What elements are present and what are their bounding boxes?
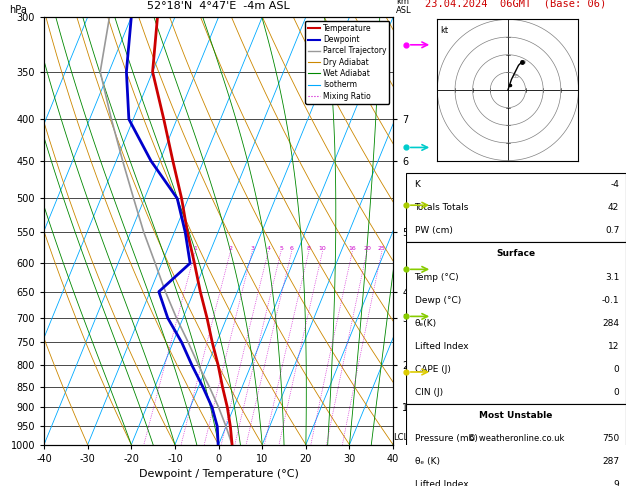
Text: 284: 284 bbox=[602, 319, 619, 328]
Text: 750: 750 bbox=[602, 434, 619, 443]
Legend: Temperature, Dewpoint, Parcel Trajectory, Dry Adiabat, Wet Adiabat, Isotherm, Mi: Temperature, Dewpoint, Parcel Trajectory… bbox=[305, 21, 389, 104]
Text: θₑ (K): θₑ (K) bbox=[415, 457, 440, 466]
Text: 4: 4 bbox=[266, 246, 270, 251]
Bar bbox=[406, 404, 626, 486]
Text: Lifted Index: Lifted Index bbox=[415, 480, 468, 486]
Text: 8: 8 bbox=[307, 246, 311, 251]
Text: 0.7: 0.7 bbox=[605, 226, 619, 235]
Text: kt: kt bbox=[440, 27, 448, 35]
Text: K: K bbox=[415, 180, 420, 189]
Text: 16: 16 bbox=[348, 246, 356, 251]
Text: CIN (J): CIN (J) bbox=[415, 388, 443, 397]
Text: 287: 287 bbox=[602, 457, 619, 466]
Text: 42: 42 bbox=[608, 203, 619, 212]
Text: -0.1: -0.1 bbox=[601, 295, 619, 305]
Text: 3: 3 bbox=[250, 246, 254, 251]
Text: 52°18'N  4°47'E  -4m ASL: 52°18'N 4°47'E -4m ASL bbox=[147, 1, 290, 11]
Text: θₑ(K): θₑ(K) bbox=[415, 319, 437, 328]
Text: 2: 2 bbox=[228, 246, 233, 251]
Text: 85: 85 bbox=[513, 74, 520, 79]
Text: Pressure (mb): Pressure (mb) bbox=[415, 434, 477, 443]
Text: hPa: hPa bbox=[9, 4, 27, 15]
Text: Dewp (°C): Dewp (°C) bbox=[415, 295, 461, 305]
Text: PW (cm): PW (cm) bbox=[415, 226, 452, 235]
Text: © weatheronline.co.uk: © weatheronline.co.uk bbox=[467, 434, 564, 443]
Text: 6: 6 bbox=[290, 246, 294, 251]
Text: Most Unstable: Most Unstable bbox=[479, 411, 552, 420]
Text: 12: 12 bbox=[608, 342, 619, 351]
Text: -4: -4 bbox=[610, 180, 619, 189]
Bar bbox=[406, 173, 626, 243]
Text: 3.1: 3.1 bbox=[605, 273, 619, 281]
Y-axis label: Mixing Ratio (g/kg): Mixing Ratio (g/kg) bbox=[409, 185, 420, 277]
Bar bbox=[406, 243, 626, 404]
Text: 0: 0 bbox=[613, 388, 619, 397]
Text: Surface: Surface bbox=[496, 249, 535, 259]
Text: Totals Totals: Totals Totals bbox=[415, 203, 469, 212]
Text: 0: 0 bbox=[613, 365, 619, 374]
X-axis label: Dewpoint / Temperature (°C): Dewpoint / Temperature (°C) bbox=[138, 469, 299, 479]
Text: km
ASL: km ASL bbox=[396, 0, 412, 15]
Text: 20: 20 bbox=[363, 246, 371, 251]
Text: CAPE (J): CAPE (J) bbox=[415, 365, 450, 374]
Text: 9: 9 bbox=[613, 480, 619, 486]
Text: 23.04.2024  06GMT  (Base: 06): 23.04.2024 06GMT (Base: 06) bbox=[425, 0, 606, 8]
Text: 1: 1 bbox=[193, 246, 198, 251]
Text: Temp (°C): Temp (°C) bbox=[415, 273, 459, 281]
Text: 10: 10 bbox=[319, 246, 326, 251]
Text: 5: 5 bbox=[279, 246, 283, 251]
Text: 10: 10 bbox=[520, 60, 526, 65]
Text: Lifted Index: Lifted Index bbox=[415, 342, 468, 351]
Text: 25: 25 bbox=[378, 246, 386, 251]
Text: LCL: LCL bbox=[393, 433, 408, 442]
